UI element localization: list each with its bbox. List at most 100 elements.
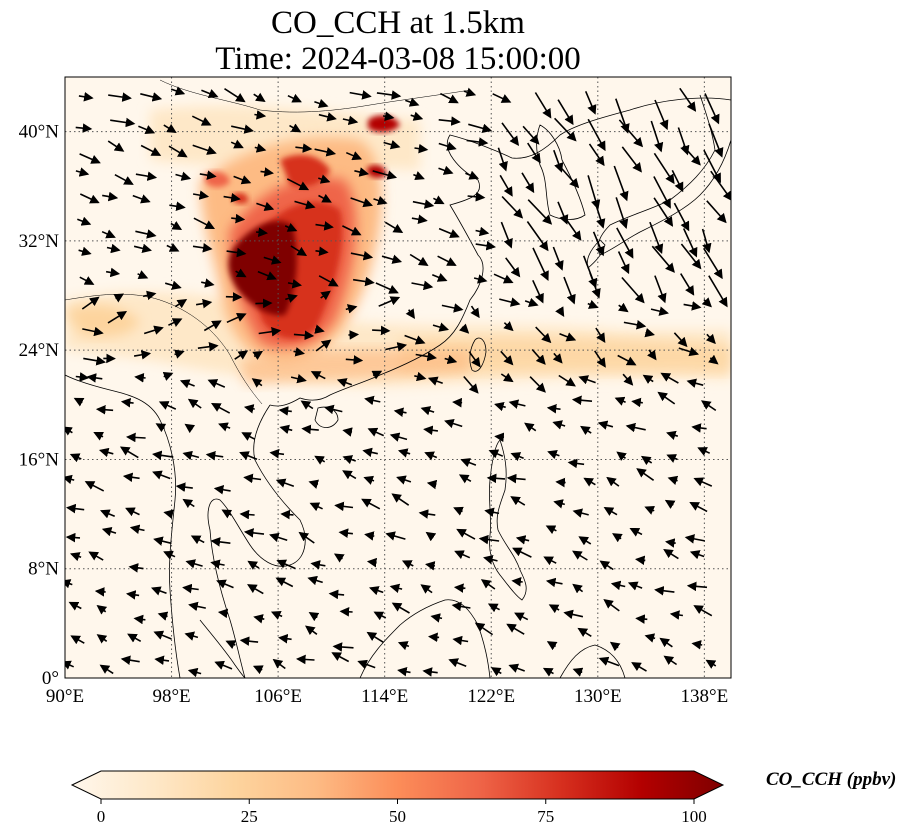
wind-arrow xyxy=(163,509,174,519)
wind-arrow xyxy=(101,527,117,537)
wind-arrow xyxy=(88,551,104,561)
wind-arrow xyxy=(225,292,243,302)
wind-arrow xyxy=(420,584,433,594)
wind-arrow xyxy=(433,195,445,205)
wind-arrow xyxy=(610,580,626,591)
wind-arrow xyxy=(580,425,592,436)
wind-arrow xyxy=(475,240,496,251)
wind-arrow xyxy=(184,631,199,641)
wind-arrow xyxy=(697,447,711,456)
wind-arrow xyxy=(350,251,374,261)
wind-arrow xyxy=(367,427,385,437)
lat-tick-label: 32°N xyxy=(19,231,60,252)
wind-arrow xyxy=(81,296,100,310)
wind-arrow xyxy=(153,630,172,640)
wind-arrow xyxy=(500,372,514,383)
wind-arrow xyxy=(508,399,526,409)
wind-arrow xyxy=(342,115,359,125)
wind-arrow xyxy=(318,174,331,184)
wind-arrow xyxy=(342,427,353,437)
wind-arrow xyxy=(432,322,450,332)
wind-arrow xyxy=(627,581,643,591)
wind-arrow xyxy=(614,396,626,406)
wind-arrow xyxy=(79,193,100,204)
wind-arrow xyxy=(290,245,308,257)
wind-arrow xyxy=(276,559,296,570)
wind-arrow xyxy=(257,270,277,281)
wind-arrow xyxy=(174,299,188,309)
wind-arrow xyxy=(94,587,106,597)
wind-arrow xyxy=(269,448,285,459)
wind-arrow xyxy=(310,371,326,380)
wind-arrow xyxy=(69,552,82,562)
wind-arrow xyxy=(231,124,254,134)
wind-arrow xyxy=(603,599,620,612)
wind-arrow xyxy=(542,667,554,677)
wind-arrow xyxy=(682,228,698,258)
wind-arrow xyxy=(314,98,329,109)
lat-tick-label: 8°N xyxy=(28,559,59,580)
colorbar-tick-label: 25 xyxy=(241,807,258,826)
wind-arrow xyxy=(70,635,85,645)
wind-arrow xyxy=(527,199,553,225)
wind-arrow xyxy=(567,458,585,469)
wind-arrow xyxy=(168,145,188,158)
colorbar-body xyxy=(70,770,725,800)
wind-arrow xyxy=(345,304,358,314)
wind-arrow xyxy=(546,403,561,414)
wind-arrow xyxy=(545,525,557,535)
wind-arrow xyxy=(114,173,134,185)
wind-arrow xyxy=(373,195,388,206)
wind-arrow xyxy=(669,610,684,620)
wind-arrow xyxy=(334,501,354,512)
wind-arrow xyxy=(524,297,539,307)
wind-arrow xyxy=(444,418,463,429)
wind-arrow xyxy=(187,667,202,678)
wind-arrow xyxy=(659,637,673,648)
lon-tick-label: 98°E xyxy=(152,686,190,707)
wind-arrow xyxy=(166,243,180,252)
wind-arrow xyxy=(84,481,105,492)
wind-arrow xyxy=(631,662,647,672)
wind-arrow xyxy=(294,200,316,210)
wind-arrow xyxy=(239,636,259,646)
colorbar-tick-label: 0 xyxy=(97,807,106,826)
wind-arrow xyxy=(287,279,302,289)
wind-arrow xyxy=(342,225,362,236)
wind-arrow xyxy=(102,191,119,202)
wind-arrow xyxy=(253,92,266,102)
wind-arrow xyxy=(315,221,334,231)
wind-arrow xyxy=(609,641,621,652)
wind-arrow xyxy=(153,536,172,546)
wind-arrow xyxy=(453,583,466,593)
wind-arrow xyxy=(65,660,75,670)
wind-arrow xyxy=(243,528,265,538)
wind-arrow xyxy=(553,149,564,173)
colorbar-label: CO_CCH (ppbv) xyxy=(766,769,897,790)
wind-arrow xyxy=(584,90,597,115)
wind-arrow xyxy=(404,334,426,345)
wind-arrow xyxy=(106,243,121,254)
wind-arrow xyxy=(543,556,557,566)
wind-arrow xyxy=(382,111,395,121)
wind-arrow xyxy=(663,548,679,560)
wind-arrow xyxy=(125,507,140,517)
lon-tick-label: 138°E xyxy=(681,686,729,707)
wind-arrow xyxy=(506,473,526,484)
wind-arrow xyxy=(427,376,443,386)
wind-arrow xyxy=(555,477,566,488)
wind-arrow xyxy=(617,251,630,275)
wind-arrow xyxy=(483,554,498,565)
wind-arrow xyxy=(310,560,326,570)
wind-arrow xyxy=(679,87,697,112)
wind-arrow xyxy=(686,378,704,388)
wind-arrow xyxy=(105,267,121,278)
lon-tick-label: 130°E xyxy=(574,686,622,707)
wind-arrow xyxy=(599,560,614,571)
wind-arrow xyxy=(65,532,81,543)
wind-arrow xyxy=(298,531,315,544)
wind-arrow xyxy=(366,557,378,568)
wind-arrow xyxy=(389,432,408,442)
wind-arrow xyxy=(290,373,307,384)
wind-arrow xyxy=(363,475,375,485)
